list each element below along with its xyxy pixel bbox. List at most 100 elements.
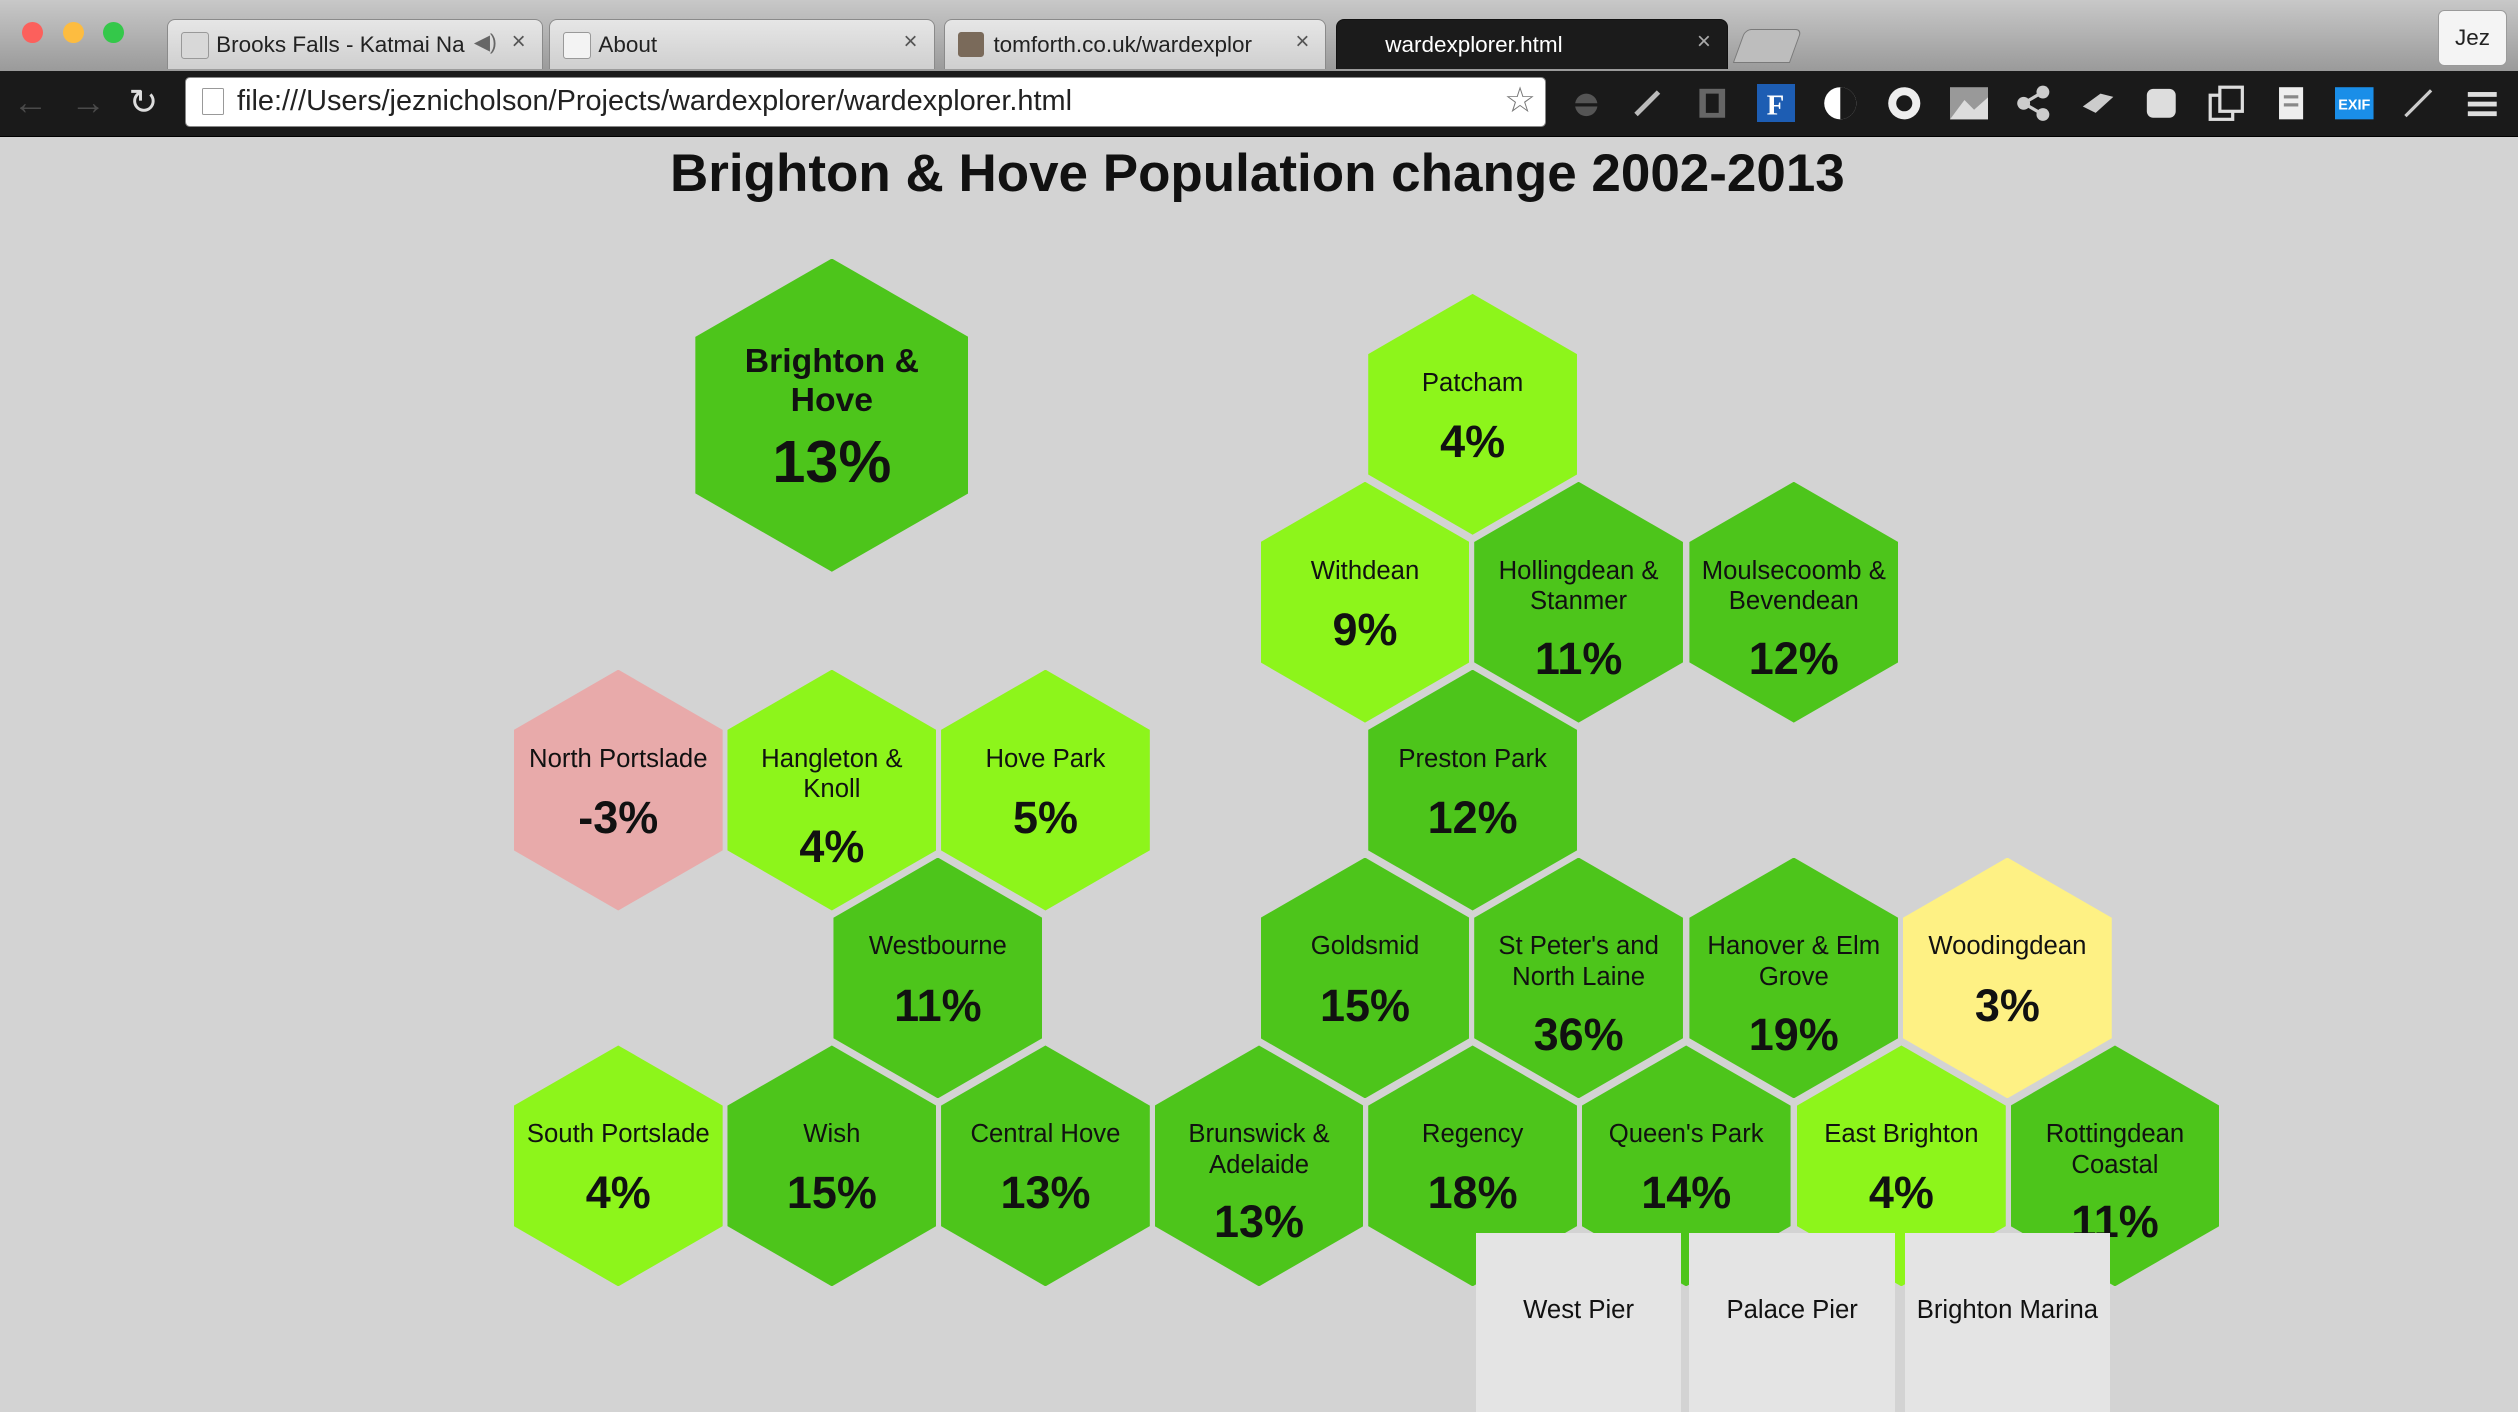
pier-palace-pier: Palace Pier bbox=[1689, 1233, 1895, 1412]
ward-name: Queen's Park bbox=[1608, 1120, 1764, 1149]
ward-hex-hollingdean-and-stanmer[interactable]: Hollingdean & Stanmer 11% bbox=[1474, 481, 1683, 723]
ward-hex-patcham[interactable]: Patcham 4% bbox=[1368, 293, 1577, 535]
ward-name: Wish bbox=[803, 1120, 861, 1149]
ward-hex-hove-park[interactable]: Hove Park 5% bbox=[941, 669, 1150, 911]
tab-brooks-falls[interactable]: Brooks Falls - Katmai Na ◀︎) × bbox=[167, 19, 543, 70]
ward-name: Moulsecoomb & Bevendean bbox=[1701, 556, 1886, 616]
f-icon[interactable]: F bbox=[1756, 83, 1796, 123]
exif-icon[interactable]: EXIF bbox=[2334, 84, 2374, 123]
ward-hex-brunswick-and-adelaide[interactable]: Brunswick & Adelaide 13% bbox=[1154, 1045, 1364, 1287]
pier-west-pier: West Pier bbox=[1475, 1233, 1682, 1412]
tab-close-icon[interactable]: × bbox=[1295, 28, 1310, 56]
pier-label: West Pier bbox=[1523, 1295, 1635, 1324]
pencil-icon[interactable] bbox=[2399, 84, 2438, 123]
copy-icon[interactable] bbox=[2207, 84, 2246, 123]
tab-wardexplorer[interactable]: wardexplorer.html × bbox=[1336, 19, 1728, 70]
ward-value: 4% bbox=[585, 1167, 651, 1219]
ward-hex-st-peter-s-and-north-laine[interactable]: St Peter's and North Laine 36% bbox=[1474, 857, 1683, 1099]
ward-value: 12% bbox=[1748, 632, 1839, 684]
page-content: Brighton & Hove Population change 2002-2… bbox=[0, 136, 2518, 1412]
ward-name: East Brighton bbox=[1824, 1120, 1979, 1149]
circle-icon[interactable] bbox=[1885, 84, 1924, 123]
ward-value: 11% bbox=[894, 979, 982, 1031]
ward-name: South Portslade bbox=[526, 1120, 710, 1149]
tab-label: tomforth.co.uk/wardexplor bbox=[993, 31, 1252, 57]
pier-label: Brighton Marina bbox=[1916, 1295, 2099, 1324]
ward-name: Regency bbox=[1421, 1120, 1524, 1149]
ward-value: 18% bbox=[1427, 1167, 1518, 1219]
ward-value: 11% bbox=[1534, 632, 1623, 684]
bug-icon[interactable] bbox=[1567, 84, 1606, 123]
ward-name: Westbourne bbox=[868, 932, 1007, 961]
summary-hex[interactable]: Brighton & Hove 13% bbox=[695, 258, 969, 572]
svg-text:F: F bbox=[1766, 89, 1784, 121]
summary-value: 13% bbox=[772, 428, 892, 496]
ward-value: 4% bbox=[1868, 1167, 1934, 1219]
pier-label: Palace Pier bbox=[1726, 1295, 1858, 1324]
browser-toolbar: ← → ↻ file:///Users/jeznicholson/Project… bbox=[0, 70, 2518, 138]
ward-value: 19% bbox=[1748, 1008, 1839, 1060]
page-favicon-icon bbox=[180, 31, 209, 60]
share-icon[interactable] bbox=[2014, 84, 2053, 123]
doc-icon[interactable] bbox=[2271, 84, 2310, 123]
forward-arrow-icon[interactable]: → bbox=[70, 82, 106, 122]
address-bar[interactable]: file:///Users/jeznicholson/Projects/ward… bbox=[184, 77, 1547, 127]
url-text[interactable]: file:///Users/jeznicholson/Projects/ward… bbox=[237, 84, 1072, 117]
tab-close-icon[interactable]: × bbox=[903, 28, 918, 56]
profile-button[interactable]: Jez bbox=[2437, 9, 2508, 67]
ward-hex-north-portslade[interactable]: North Portslade -3% bbox=[513, 669, 723, 911]
ward-hex-south-portslade[interactable]: South Portslade 4% bbox=[513, 1045, 723, 1287]
landscape-icon[interactable] bbox=[1949, 84, 1989, 123]
ward-value: -3% bbox=[578, 791, 659, 843]
tab-tomforth[interactable]: tomforth.co.uk/wardexplor × bbox=[944, 19, 1327, 70]
ward-hex-preston-park[interactable]: Preston Park 12% bbox=[1368, 669, 1577, 911]
film-icon[interactable] bbox=[1693, 84, 1732, 123]
ward-value: 15% bbox=[786, 1167, 877, 1219]
ward-hex-goldsmid[interactable]: Goldsmid 15% bbox=[1260, 857, 1470, 1099]
close-window-button[interactable] bbox=[22, 22, 44, 44]
ward-hex-moulsecoomb-and-bevendean[interactable]: Moulsecoomb & Bevendean 12% bbox=[1689, 481, 1899, 723]
ward-value: 15% bbox=[1320, 979, 1410, 1031]
ward-value: 5% bbox=[1012, 791, 1078, 843]
ward-name: North Portslade bbox=[529, 744, 708, 773]
ward-hex-withdean[interactable]: Withdean 9% bbox=[1260, 481, 1470, 723]
ward-hex-wish[interactable]: Wish 15% bbox=[727, 1045, 937, 1287]
tab-close-icon[interactable]: × bbox=[511, 28, 526, 56]
tab-label: About bbox=[598, 31, 658, 57]
back-arrow-icon[interactable]: ← bbox=[12, 82, 49, 122]
note-icon[interactable] bbox=[2142, 84, 2181, 123]
avatar-favicon-icon bbox=[958, 31, 984, 58]
tab-close-icon[interactable]: × bbox=[1696, 28, 1711, 56]
ward-name: Brunswick & Adelaide bbox=[1188, 1120, 1330, 1179]
ward-name: Hanover & Elm Grove bbox=[1707, 932, 1881, 991]
contrast-icon[interactable] bbox=[1821, 84, 1860, 123]
ward-hex-central-hove[interactable]: Central Hove 13% bbox=[941, 1045, 1150, 1287]
document-icon bbox=[563, 31, 591, 60]
reload-icon[interactable]: ↻ bbox=[128, 82, 159, 122]
pier-brighton-marina: Brighton Marina bbox=[1904, 1233, 2111, 1412]
pen-icon[interactable] bbox=[1628, 84, 1667, 123]
ward-value: 4% bbox=[799, 820, 865, 872]
new-tab-button[interactable] bbox=[1732, 28, 1802, 63]
ward-value: 13% bbox=[1000, 1167, 1091, 1219]
ward-value: 9% bbox=[1332, 603, 1398, 655]
ward-name: Hollingdean & Stanmer bbox=[1498, 556, 1659, 616]
ward-hex-hangleton-and-knoll[interactable]: Hangleton & Knoll 4% bbox=[727, 669, 937, 911]
menu-icon[interactable] bbox=[2463, 84, 2502, 123]
minimize-window-button[interactable] bbox=[62, 22, 84, 44]
page-icon bbox=[201, 87, 225, 115]
tab-label: wardexplorer.html bbox=[1385, 31, 1563, 57]
audio-playing-icon[interactable]: ◀︎) bbox=[473, 30, 497, 54]
ward-name: St Peter's and North Laine bbox=[1498, 932, 1659, 991]
summary-name: Brighton & Hove bbox=[744, 342, 919, 419]
ward-name: Hangleton & Knoll bbox=[761, 744, 903, 804]
ward-hex-woodingdean[interactable]: Woodingdean 3% bbox=[1902, 857, 2112, 1099]
ward-hex-westbourne[interactable]: Westbourne 11% bbox=[833, 857, 1043, 1099]
ward-hex-hanover-and-elm-grove[interactable]: Hanover & Elm Grove 19% bbox=[1689, 857, 1899, 1099]
tag-icon[interactable] bbox=[2078, 84, 2117, 123]
bookmark-star-icon[interactable]: ☆ bbox=[1504, 80, 1536, 120]
maximize-window-button[interactable] bbox=[102, 22, 124, 44]
ward-value: 36% bbox=[1533, 1008, 1624, 1060]
ward-name: Central Hove bbox=[970, 1120, 1121, 1149]
tab-about[interactable]: About × bbox=[549, 19, 935, 70]
